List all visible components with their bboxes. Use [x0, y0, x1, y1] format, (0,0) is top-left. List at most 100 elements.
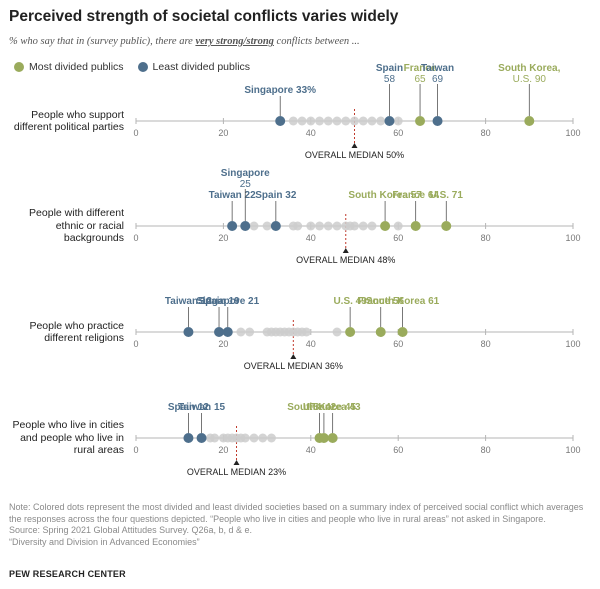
point-value-label: U.S. 90: [513, 74, 547, 85]
legend-item-least: Least divided publics: [137, 61, 251, 73]
data-point-other: [367, 116, 377, 126]
row-label: People who live in cities and people who …: [12, 419, 124, 457]
data-point-other: [258, 433, 268, 443]
point-label: Spain 12: [168, 402, 210, 413]
tick-label: 0: [133, 445, 138, 455]
data-point-most: [415, 116, 426, 126]
tick-label: 100: [565, 339, 580, 349]
data-point-least: [214, 327, 225, 337]
data-point-other: [301, 327, 311, 337]
data-point-other: [323, 221, 333, 231]
chart-title: Perceived strength of societal conflicts…: [9, 8, 399, 25]
data-point-other: [315, 116, 325, 126]
tick-label: 100: [565, 233, 580, 243]
tick-label: 20: [218, 128, 228, 138]
data-point-most: [397, 327, 408, 337]
point-label: France 45: [309, 402, 356, 413]
tick-label: 80: [481, 445, 491, 455]
data-point-other: [306, 221, 316, 231]
data-point-other: [249, 433, 259, 443]
tick-label: 20: [218, 233, 228, 243]
dot-plot-chart: 0 20 40 60 80 100 OVERALL MEDIAN 50% Singapore …: [133, 63, 580, 477]
median-label: OVERALL MEDIAN 36%: [244, 361, 343, 371]
data-point-other: [367, 221, 377, 231]
point-value-label: 65: [414, 74, 426, 85]
row-label-line: backgrounds: [63, 232, 124, 245]
data-point-other: [245, 327, 255, 337]
point-label: Taiwan 15: [178, 402, 225, 413]
data-point-most: [345, 327, 356, 337]
row-label-line: different political parties: [13, 121, 124, 133]
data-point-least: [384, 116, 395, 126]
point-label: Spain 32: [255, 190, 297, 201]
median-label: OVERALL MEDIAN 23%: [187, 467, 286, 477]
subtitle-prefix: % who say that in (survey public), there…: [9, 36, 196, 47]
row-label-line: People with different: [29, 207, 124, 220]
data-point-other: [288, 116, 298, 126]
notes-block: Note: Colored dots represent the most di…: [9, 502, 584, 548]
org-name: PEW RESEARCH CENTER: [9, 569, 126, 579]
subtitle-emphasis: very strong/strong: [195, 36, 274, 47]
data-point-least: [275, 116, 286, 126]
median-marker: [290, 354, 297, 359]
tick-label: 40: [306, 233, 316, 243]
legend-label-most: Most divided publics: [29, 61, 124, 73]
data-point-least: [222, 327, 233, 337]
data-point-most: [410, 221, 421, 231]
data-point-other: [332, 327, 342, 337]
row-label-line: ethnic or racial: [55, 219, 124, 232]
data-point-other: [393, 116, 403, 126]
data-point-most: [441, 221, 452, 231]
data-point-other: [393, 221, 403, 231]
data-point-other: [350, 116, 359, 126]
row-label-line: People who support: [31, 108, 124, 121]
subtitle-suffix: conflicts between ...: [273, 36, 360, 47]
data-point-least: [183, 327, 194, 337]
point-label: France 64: [392, 190, 439, 201]
tick-label: 60: [393, 339, 403, 349]
data-point-other: [266, 433, 276, 443]
data-point-other: [306, 116, 316, 126]
report-title: “Diversity and Division in Advanced Econ…: [9, 536, 200, 547]
median-label: OVERALL MEDIAN 48%: [296, 255, 395, 265]
legend-swatch-least: [137, 62, 148, 72]
data-point-other: [249, 221, 259, 231]
tick-label: 100: [565, 445, 580, 455]
tick-label: 60: [393, 445, 403, 455]
point-label: U.S. 71: [430, 190, 464, 201]
point-label: South Korea,: [498, 63, 560, 74]
median-marker: [351, 143, 358, 148]
median-label: OVERALL MEDIAN 50%: [305, 150, 404, 160]
data-point-most: [380, 221, 391, 231]
point-value-label: 69: [432, 74, 444, 85]
point-label: France 56: [357, 296, 404, 307]
data-point-other: [350, 221, 359, 231]
median-marker: [233, 460, 240, 465]
tick-label: 40: [306, 128, 316, 138]
point-label: Singapore: [221, 168, 270, 179]
chart-subtitle: % who say that in (survey public), there…: [9, 36, 360, 47]
data-point-most: [524, 116, 535, 126]
legend-label-least: Least divided publics: [152, 61, 251, 73]
row-label-line: People who practice: [29, 319, 124, 332]
tick-label: 40: [306, 339, 316, 349]
data-point-most: [327, 433, 338, 443]
data-point-other: [332, 116, 342, 126]
row-label-line: rural areas: [73, 444, 124, 457]
data-point-other: [376, 116, 386, 126]
source-text: Source: Spring 2021 Global Attitudes Sur…: [9, 525, 252, 535]
data-point-other: [236, 327, 246, 337]
median-marker: [342, 248, 349, 253]
tick-label: 80: [481, 339, 491, 349]
data-point-other: [297, 116, 307, 126]
row-label-line: and people who live in: [20, 431, 124, 444]
data-point-least: [183, 433, 194, 443]
legend: Most divided publics Least divided publi…: [14, 61, 250, 73]
data-point-other: [323, 116, 333, 126]
legend-swatch-most: [14, 62, 24, 72]
tick-label: 20: [218, 445, 228, 455]
tick-label: 80: [481, 233, 491, 243]
data-point-other: [240, 433, 250, 443]
point-label: Taiwan: [421, 63, 454, 74]
note-text: Note: Colored dots represent the most di…: [9, 502, 584, 524]
